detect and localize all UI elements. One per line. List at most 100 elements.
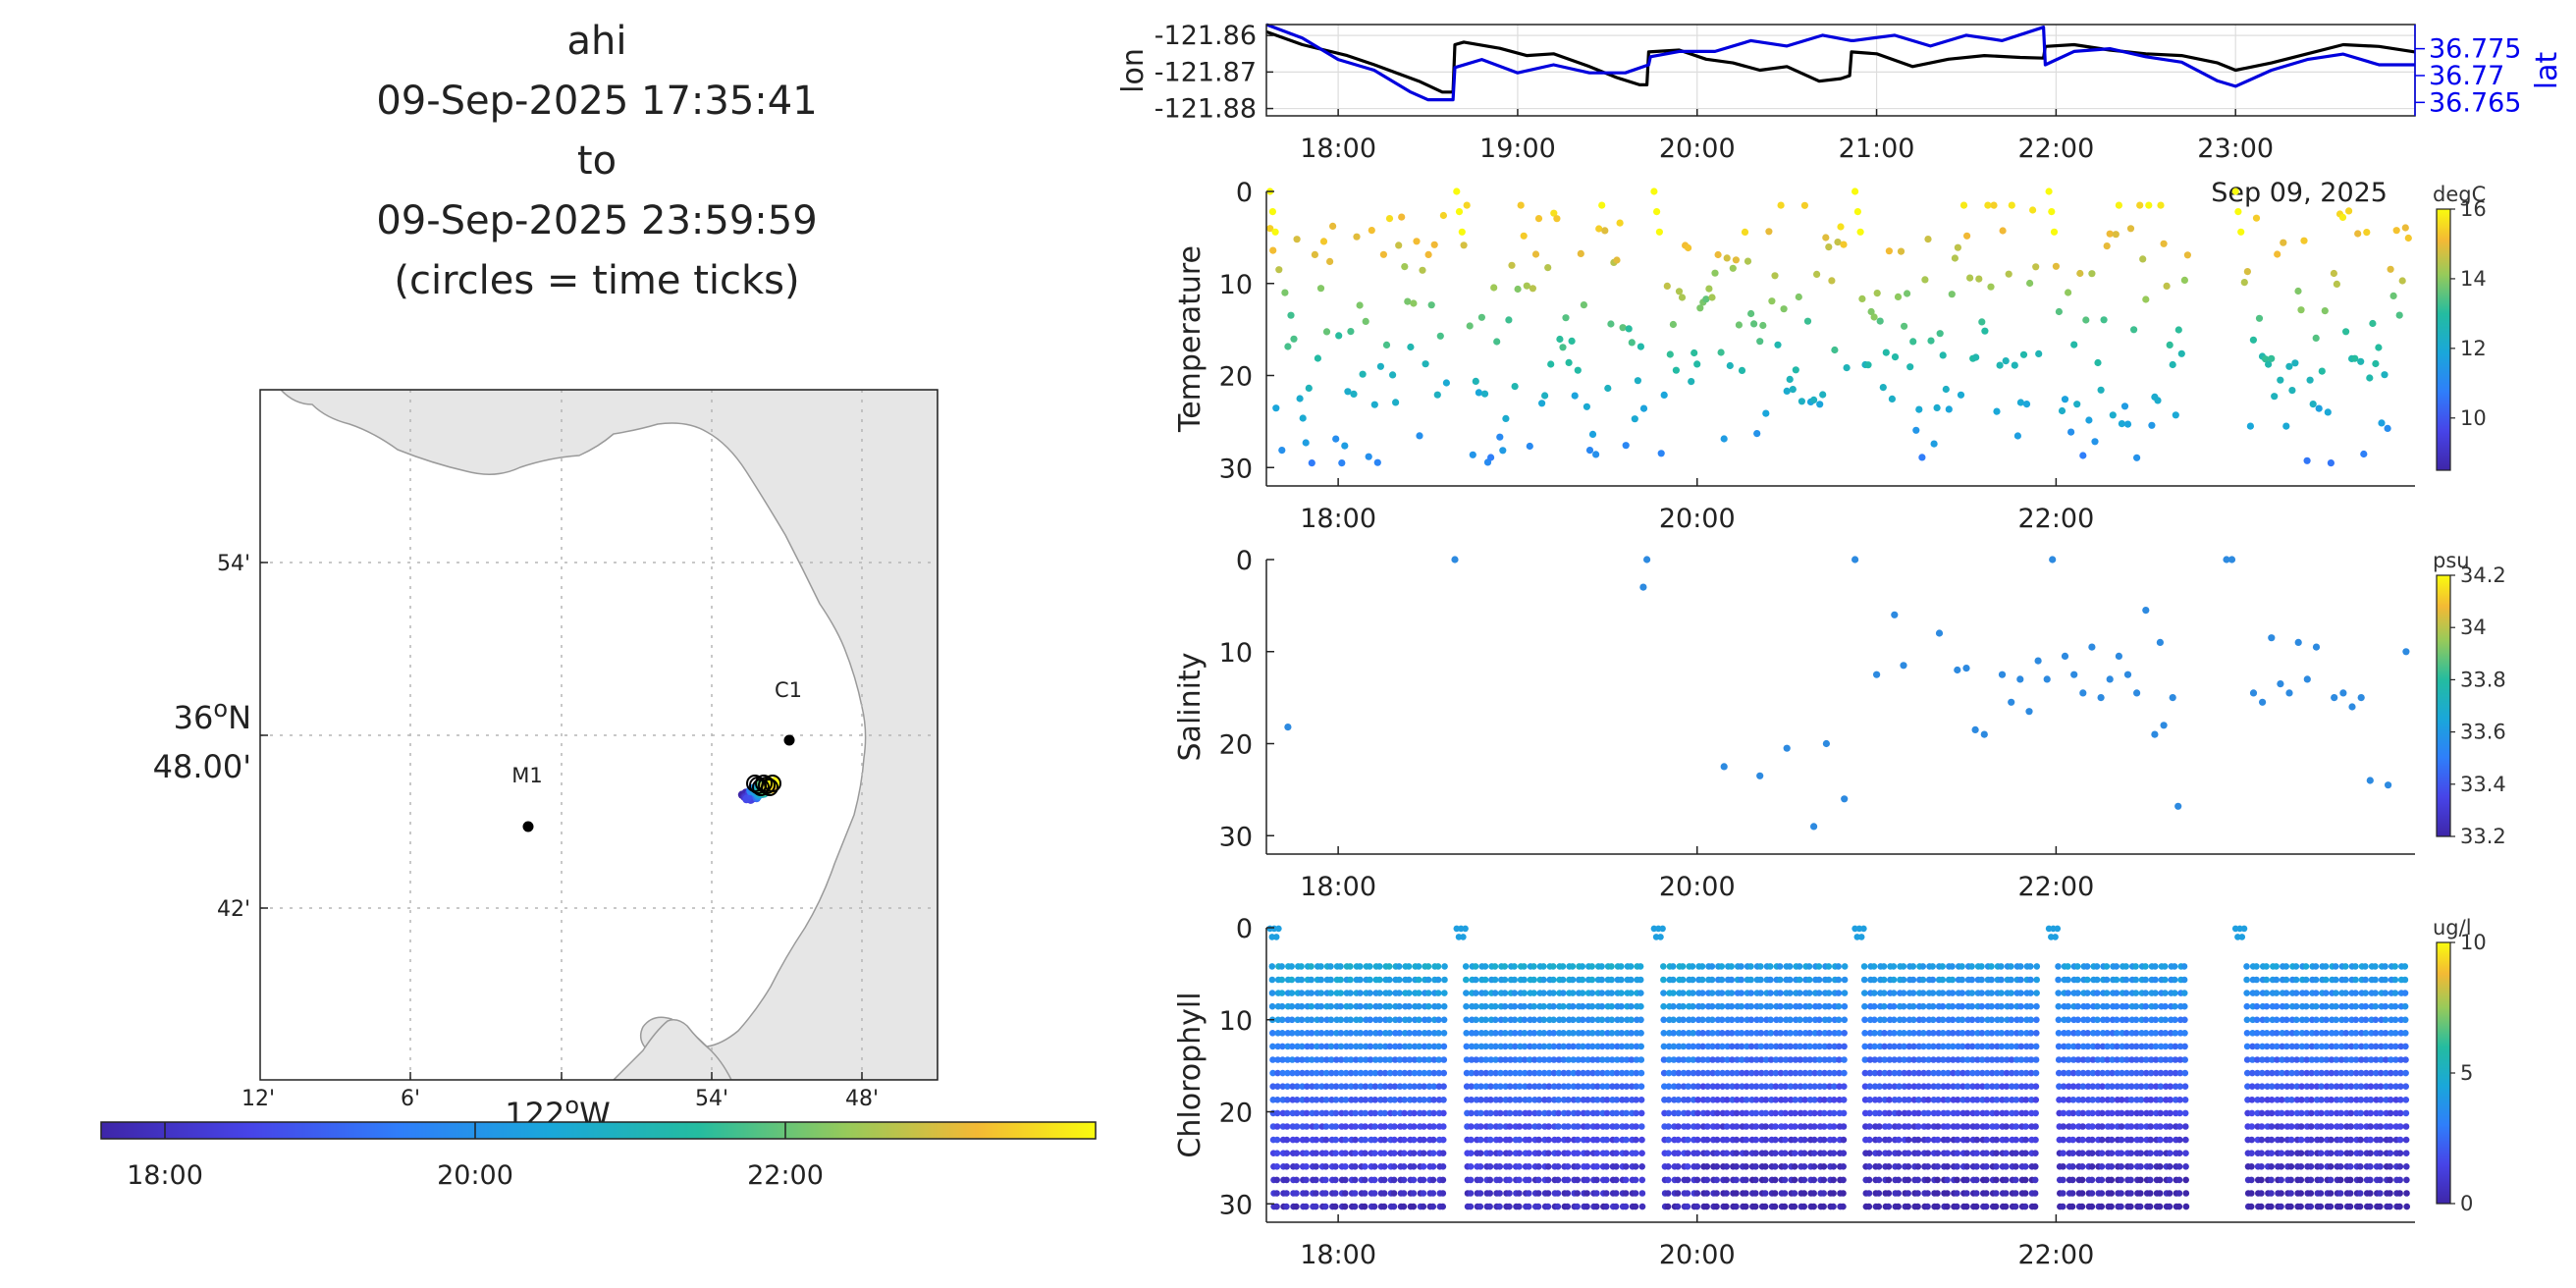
chlorophyll-point: [1791, 1203, 1798, 1210]
chlorophyll-point: [1332, 1176, 1339, 1184]
chlorophyll-point: [2157, 1136, 2164, 1144]
temperature-point: [1972, 353, 1980, 361]
chlorophyll-point: [1535, 1163, 1542, 1170]
chlorophyll-point: [1476, 1203, 1484, 1210]
chlorophyll-point: [2172, 1056, 2179, 1063]
chlorophyll-point: [2109, 1083, 2116, 1090]
chlorophyll-point: [2162, 1043, 2170, 1050]
chlorophyll-point: [1718, 976, 1726, 984]
chlorophyll-point: [1978, 1043, 1986, 1050]
chlorophyll-point: [2175, 1163, 2183, 1170]
chlorophyll-point: [2181, 1002, 2188, 1010]
chlorophyll-point: [2142, 963, 2149, 970]
chlorophyll-point: [2323, 1002, 2330, 1010]
chlorophyll-point: [2022, 1136, 2029, 1144]
chlorophyll-point: [2368, 1056, 2375, 1063]
chlorophyll-point: [1924, 1203, 1931, 1210]
chlorophyll-point: [1506, 1123, 1514, 1130]
chlorophyll-point: [1575, 1109, 1582, 1117]
temperature-point: [1502, 414, 1510, 422]
chlorophyll-point: [1502, 1056, 1509, 1063]
chlorophyll-point: [2293, 1083, 2301, 1090]
map-lon-tick: 48': [845, 1087, 879, 1111]
chlorophyll-point: [1580, 1083, 1586, 1090]
chlorophyll-point: [1574, 1190, 1581, 1197]
chlorophyll-point: [2146, 1203, 2154, 1210]
chlorophyll-point: [1381, 1109, 1388, 1117]
temperature-point: [1894, 293, 1903, 300]
chlorophyll-point: [2303, 1016, 2310, 1024]
chlorophyll-point: [1993, 1069, 2001, 1077]
chlorophyll-point: [1637, 990, 1644, 996]
temperature-point: [1619, 324, 1627, 332]
chlorophyll-point: [2123, 1083, 2130, 1090]
chlorophyll-point: [1298, 1002, 1306, 1010]
chlorophyll-point: [1472, 976, 1479, 984]
chlorophyll-point: [1299, 1043, 1306, 1050]
chlorophyll-point: [2143, 1083, 2150, 1090]
temperature-point: [1996, 361, 2004, 369]
chlorophyll-point: [1531, 1083, 1538, 1090]
chl-ytick-label: 20: [1219, 1099, 1253, 1129]
chlorophyll-point: [2382, 1030, 2389, 1037]
chlorophyll-point: [1425, 1056, 1433, 1063]
chlorophyll-point: [1521, 1002, 1529, 1010]
chlorophyll-point: [1588, 963, 1595, 970]
chlorophyll-point: [2279, 1097, 2285, 1103]
chlorophyll-point: [1395, 963, 1403, 970]
temperature-point: [1690, 349, 1698, 357]
chlorophyll-point: [1840, 1203, 1847, 1210]
chlorophyll-point: [1575, 1069, 1582, 1077]
temperature-point: [1800, 201, 1808, 209]
chlorophyll-point: [1840, 1163, 1847, 1170]
chlorophyll-point: [1675, 1069, 1683, 1077]
chlorophyll-point: [1703, 1176, 1711, 1184]
chlorophyll-point: [2089, 1043, 2097, 1050]
salinity-point: [2115, 652, 2122, 661]
chlorophyll-point: [2396, 1150, 2404, 1156]
chlorophyll-point: [1463, 1016, 1470, 1024]
temperature-point: [2321, 307, 2329, 315]
temperature-point: [1723, 254, 1731, 262]
temperature-point: [1508, 261, 1516, 269]
chlorophyll-point: [1411, 1123, 1418, 1130]
temperature-point: [1978, 318, 1986, 326]
chlorophyll-point: [2317, 1190, 2325, 1197]
chlorophyll-point: [2297, 1123, 2305, 1130]
temperature-point: [1302, 439, 1310, 447]
chlorophyll-point: [2253, 990, 2260, 996]
chlorophyll-point: [1860, 963, 1868, 970]
chlorophyll-point: [1628, 1043, 1636, 1050]
chlorophyll-point: [1747, 1016, 1755, 1024]
chlorophyll-point: [1841, 1016, 1849, 1024]
chlorophyll-point: [2181, 1097, 2189, 1103]
chlorophyll-point: [2258, 1176, 2265, 1184]
chlorophyll-point: [2133, 1069, 2140, 1077]
chlorophyll-point: [2182, 1136, 2189, 1144]
chlorophyll-point: [1560, 1016, 1567, 1024]
chlorophyll-point: [1622, 1176, 1630, 1184]
chlorophyll-point: [2176, 1083, 2183, 1090]
chlorophyll-point: [1738, 1030, 1745, 1037]
chlorophyll-point: [1723, 1123, 1731, 1130]
position-date-label: Sep 09, 2025: [2211, 178, 2388, 208]
temperature-point: [1499, 447, 1507, 455]
chlorophyll-point: [1831, 1056, 1838, 1063]
salinity-point: [2402, 648, 2410, 656]
chlorophyll-point: [2069, 1069, 2077, 1077]
chlorophyll-point: [2103, 963, 2111, 970]
chlorophyll-point: [2158, 1043, 2165, 1050]
salinity-point: [2123, 671, 2132, 678]
chlorophyll-point: [2088, 1150, 2096, 1156]
chlorophyll-point: [1729, 1056, 1736, 1063]
chlorophyll-point: [1733, 1150, 1741, 1156]
chlorophyll-point: [1526, 1069, 1533, 1077]
chlorophyll-point: [2387, 1123, 2394, 1130]
chlorophyll-point: [1919, 990, 1927, 996]
chlorophyll-point: [1352, 1163, 1359, 1170]
chlorophyll-point: [1497, 1109, 1504, 1117]
chlorophyll-point: [1637, 1069, 1645, 1077]
chlorophyll-point: [1954, 1136, 1961, 1144]
chlorophyll-point: [2322, 963, 2330, 970]
